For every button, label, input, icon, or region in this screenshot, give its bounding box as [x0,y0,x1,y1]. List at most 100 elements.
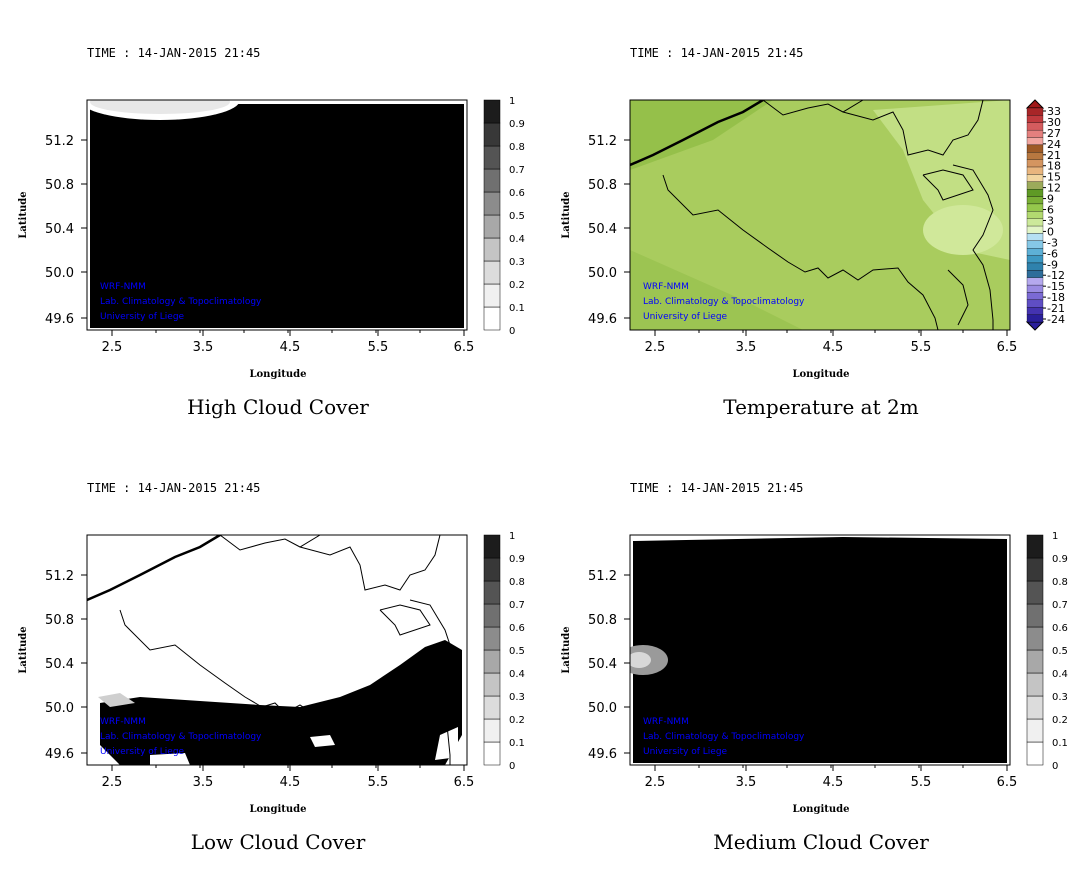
colorbar-swatch [483,145,501,170]
colorbar-swatch [483,649,501,674]
colorbar-label: 0.9 [509,554,525,565]
colorbar-swatch [483,191,501,216]
colorbar-label: 15 [1047,171,1061,184]
colorbar-label: 33 [1047,105,1061,118]
colorbar-swatch [1026,603,1044,628]
colorbar-swatch [483,168,501,193]
colorbar: -24-21-18-15-12-9-6-30369121518212427303… [1025,99,1065,331]
x-tick-label: 2.5 [102,775,123,790]
colorbar-swatch [1026,248,1044,256]
x-tick-label: 3.5 [736,340,757,355]
time-label: TIME : 14-JAN-2015 21:45 [630,46,803,60]
colorbar-swatch [1026,174,1044,182]
colorbar-label: -18 [1047,291,1065,304]
credit-text: University of Liege [100,312,185,322]
y-tick-label: 49.6 [45,312,74,327]
plot-frame [629,99,1011,331]
time-label: TIME : 14-JAN-2015 21:45 [87,481,260,495]
colorbar-label: -15 [1047,280,1065,293]
colorbar-label: -24 [1047,313,1065,326]
y-tick-label: 50.8 [588,178,617,193]
colorbar-swatch [483,580,501,605]
x-axis-label: Longitude [792,369,849,380]
colorbar-label: -12 [1047,269,1065,282]
x-tick-label: 5.5 [368,340,389,355]
colorbar-swatch [1026,534,1044,559]
x-tick-label: 2.5 [102,340,123,355]
colorbar-label: 0.8 [1052,577,1068,588]
colorbar-label: 0.8 [509,142,525,153]
colorbar-label: -3 [1047,236,1058,249]
y-tick-label: 51.2 [45,569,74,584]
colorbar-label: -9 [1047,258,1058,271]
y-tick-label: 49.6 [588,747,617,762]
field-high [87,100,467,330]
y-tick-label: 51.2 [588,134,617,149]
credit-text: University of Liege [643,312,728,322]
colorbar-swatch [483,237,501,262]
colorbar-label: 0.9 [509,119,525,130]
colorbar-swatch [1026,137,1044,146]
colorbar-label: 3 [1047,214,1054,227]
colorbar-swatch [1026,277,1044,286]
colorbar-swatch [1026,307,1044,315]
x-axis-label: Longitude [249,369,306,380]
x-tick-label: 5.5 [911,775,932,790]
colorbar-label: 0.1 [509,303,525,314]
colorbar-swatch [1026,718,1044,743]
x-tick-label: 6.5 [997,775,1018,790]
colorbar-label: 0.4 [509,234,525,245]
colorbar-swatch [1026,557,1044,582]
field-temp [630,100,1010,330]
colorbar-swatch [483,695,501,720]
y-tick-label: 50.8 [45,178,74,193]
colorbar-swatch [1026,262,1044,271]
colorbar-swatch [1026,649,1044,674]
colorbar-swatch [483,603,501,628]
colorbar: 0 0.1 0.2 0.3 0.4 0.5 0.6 0.7 0.8 0.9 1 [483,96,525,337]
colorbar-label: 1 [509,96,515,107]
x-tick-label: 2.5 [645,340,666,355]
colorbar-label: 6 [1047,204,1054,217]
colorbar-swatch [1026,203,1044,212]
y-tick-label: 50.0 [45,701,74,716]
colorbar-swatch [1026,299,1044,308]
colorbar-label: 0.4 [509,669,525,680]
colorbar-label: 12 [1047,182,1061,195]
panel-temperature: TIME : 14-JAN-2015 21:45 WRF-NMM Lab. Clim… [561,46,1065,419]
colorbar-swatch [1026,270,1044,278]
colorbar-label: 0.3 [509,692,525,703]
colorbar-label: 0.5 [509,211,525,222]
colorbar-swatch [1026,152,1044,160]
panel-title: Low Cloud Cover [191,830,366,854]
colorbar-label: 0.1 [1052,738,1068,749]
field-medium [630,535,1010,765]
colorbar-swatch [483,672,501,697]
y-tick-label: 49.6 [45,747,74,762]
plot-frame [86,534,468,766]
colorbar-label: 0.6 [509,188,525,199]
y-tick-label: 51.2 [588,569,617,584]
colorbar-swatch [1026,144,1044,153]
colorbar-swatch [1026,166,1044,175]
colorbar-label: 0.2 [1052,715,1068,726]
colorbar-swatch [483,741,501,766]
x-tick-label: 4.5 [823,340,844,355]
colorbar-swatch [483,283,501,308]
colorbar-swatch [1026,159,1044,168]
colorbar-swatch [1026,284,1044,293]
colorbar: 0 0.1 0.2 0.3 0.4 0.5 0.6 0.7 0.8 0.9 1 [483,531,525,772]
colorbar-swatch [1026,240,1044,249]
x-tick-label: 3.5 [193,340,214,355]
credit-text: University of Liege [100,747,185,757]
colorbar-swatch [1026,218,1044,227]
colorbar-swatch [1026,225,1044,234]
colorbar-swatch [1026,129,1044,138]
y-tick-label: 50.0 [45,266,74,281]
colorbar: 0 0.1 0.2 0.3 0.4 0.5 0.6 0.7 0.8 0.9 1 [1026,531,1068,772]
colorbar-label: 27 [1047,127,1061,140]
y-tick-label: 51.2 [45,134,74,149]
colorbar-label: 0.7 [509,165,525,176]
y-axis-label: Latitude [561,191,572,238]
